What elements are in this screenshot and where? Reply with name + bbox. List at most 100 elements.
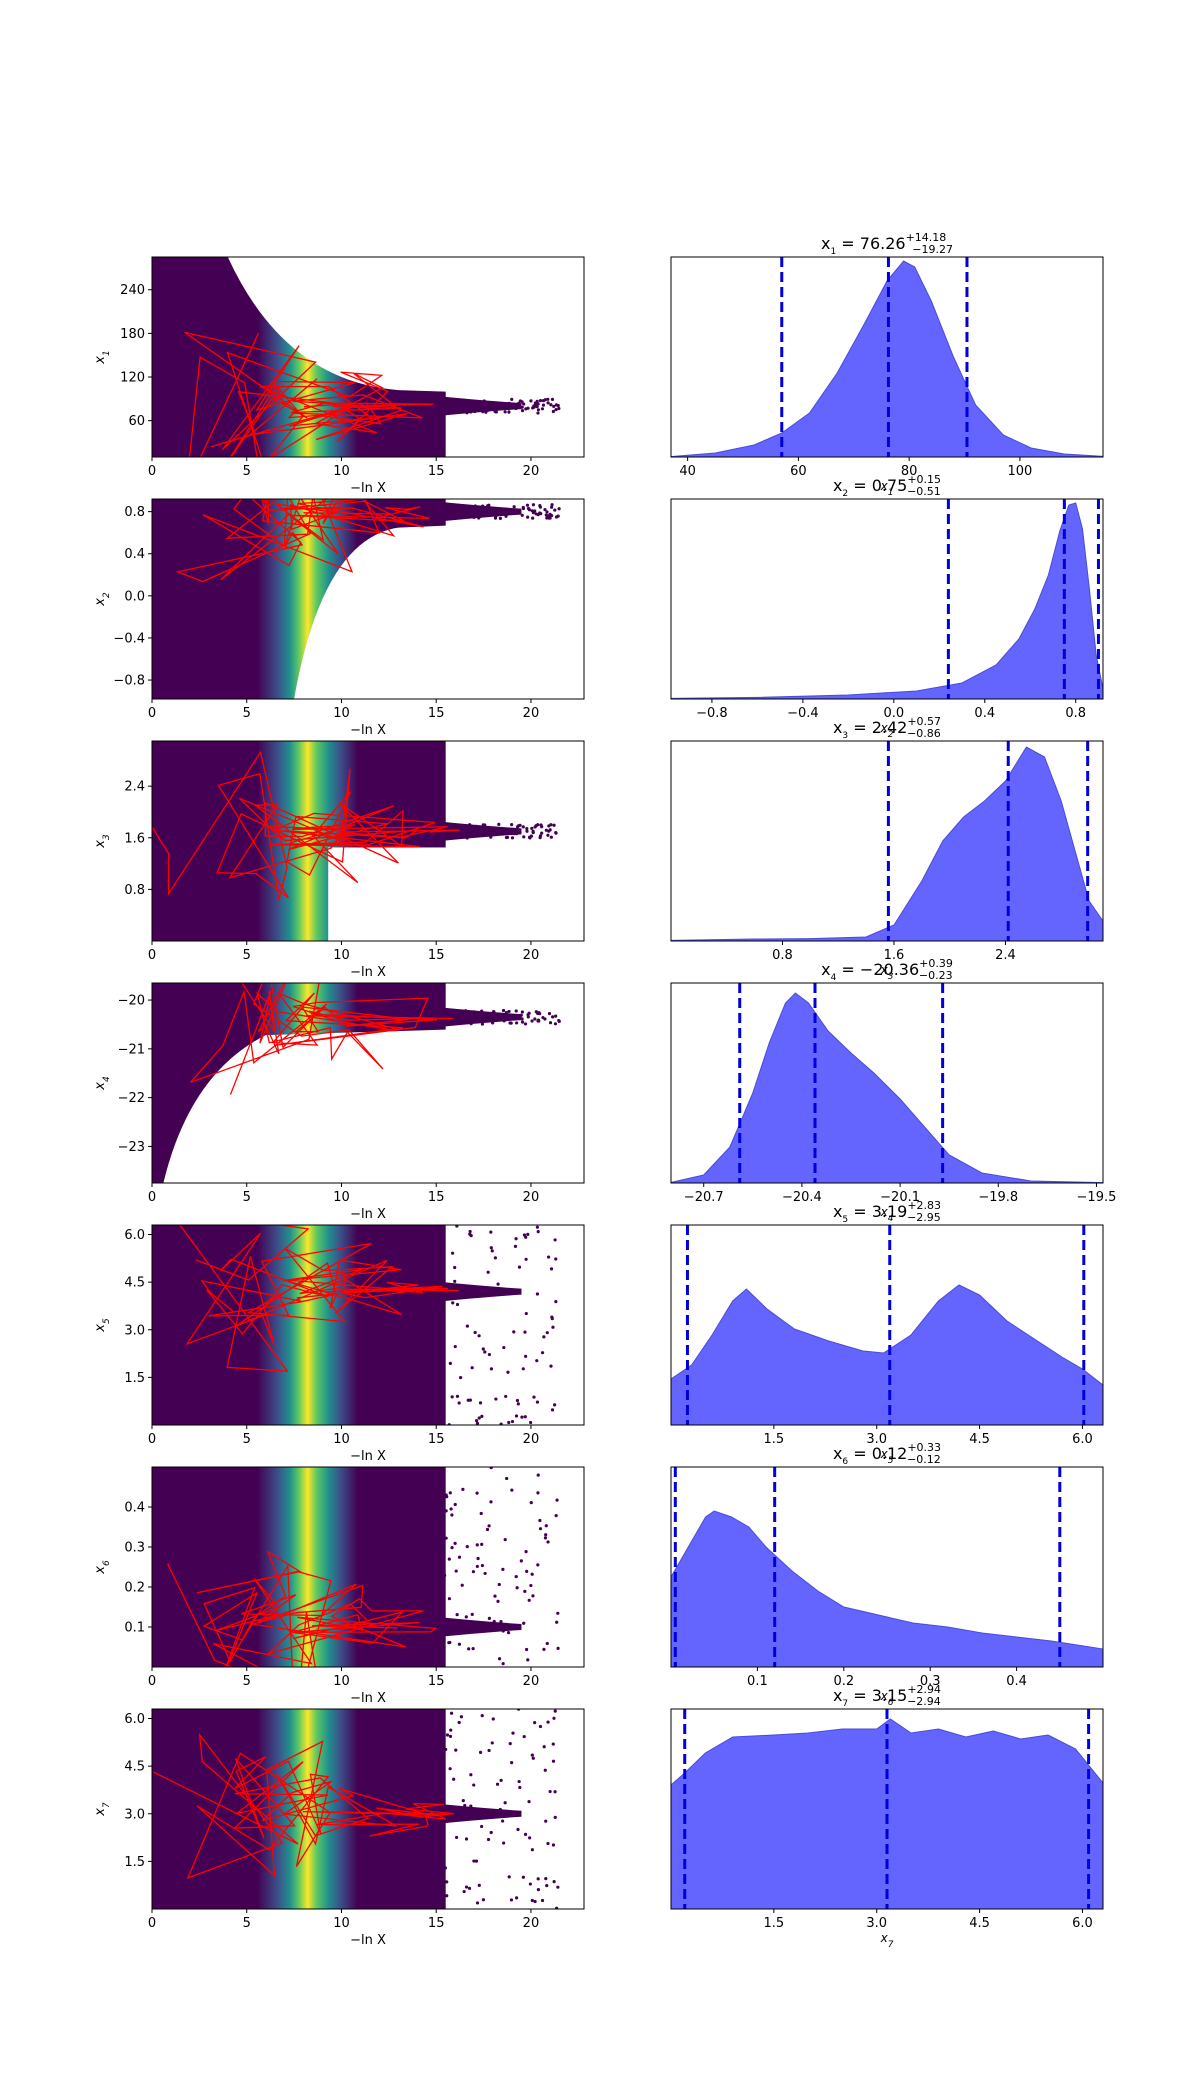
sample-point: [439, 1248, 443, 1252]
sample-point: [546, 397, 550, 401]
sample-point: [457, 1720, 461, 1725]
sample-point: [554, 1257, 558, 1261]
sample-point: [478, 1015, 482, 1019]
sample-point: [454, 1835, 459, 1840]
sample-point: [459, 513, 464, 517]
sample-point: [528, 1836, 532, 1840]
sample-point: [494, 1018, 498, 1022]
sample-point: [551, 409, 555, 414]
x-tick-label: 4.5: [969, 1916, 990, 1931]
sample-point: [455, 1225, 459, 1228]
sample-point: [536, 411, 540, 415]
sample-point: [445, 1894, 449, 1898]
x-tick-label: 5: [243, 1916, 251, 1931]
y-tick-label: 4.5: [124, 1276, 145, 1291]
x-tick-label: 100: [1008, 464, 1033, 479]
sample-point: [527, 1800, 531, 1804]
x-tick-label: 60: [790, 464, 807, 479]
sample-point: [473, 1330, 477, 1335]
y-tick-label: 6.0: [124, 1712, 145, 1727]
sample-point: [547, 824, 551, 828]
y-tick-label: −21: [118, 1042, 145, 1057]
sample-point: [461, 507, 465, 511]
sample-point: [530, 1019, 534, 1023]
sample-point: [501, 1629, 505, 1633]
sample-point: [453, 1541, 457, 1545]
sample-point: [526, 506, 531, 511]
y-tick-label: −20: [118, 994, 145, 1009]
sample-point: [443, 507, 447, 511]
sample-point: [439, 1628, 444, 1632]
sample-point: [493, 512, 497, 516]
sample-point: [493, 409, 497, 414]
sample-point: [499, 1619, 503, 1624]
sample-point: [507, 410, 511, 414]
sample-point: [535, 404, 539, 409]
sample-point: [464, 404, 468, 408]
sample-point: [454, 1748, 458, 1752]
sample-point: [516, 1402, 520, 1406]
sample-point: [515, 1398, 520, 1403]
chain-trace-line: [175, 499, 430, 583]
x-tick-label: 5: [243, 948, 251, 963]
sample-point: [530, 826, 534, 830]
sample-point: [529, 399, 533, 403]
sample-point: [553, 1790, 557, 1794]
sample-point: [524, 1235, 528, 1239]
sample-point: [552, 823, 556, 827]
sample-point: [472, 1783, 476, 1787]
sample-point: [459, 1715, 464, 1719]
sample-point: [493, 831, 497, 836]
sample-point: [516, 824, 521, 828]
x-tick-label: 1.6: [884, 948, 905, 963]
sample-point: [531, 516, 535, 520]
sample-point: [449, 1507, 453, 1511]
sample-point: [486, 504, 490, 508]
sample-point: [483, 1016, 487, 1020]
x-tick-label: 0: [148, 1674, 156, 1689]
sample-point: [451, 515, 455, 519]
x-tick-label: 40: [679, 464, 696, 479]
trace-panel-x6: 0 5 10 15 20 0.1 0.2 0.3 0.4 −ln X x6: [93, 1466, 585, 1706]
sample-point: [544, 1819, 548, 1823]
sample-point: [554, 1014, 558, 1018]
chain-trace-line: [179, 1225, 459, 1372]
x-tick-label: 5: [243, 706, 251, 721]
sample-point: [524, 1257, 528, 1261]
sample-point: [435, 407, 439, 411]
sample-point: [489, 1467, 493, 1470]
sample-point: [466, 1012, 470, 1017]
posterior-title: x5 = 3.19+2.83 −2.95: [833, 1199, 941, 1225]
trace-x-axis-label: −ln X: [350, 1933, 386, 1948]
sample-point: [526, 1658, 530, 1662]
sample-point: [481, 823, 485, 827]
x-tick-label: 5: [243, 1674, 251, 1689]
sample-point: [551, 1759, 556, 1763]
sample-point: [507, 829, 511, 833]
sample-point: [471, 1570, 475, 1574]
sample-point: [514, 1237, 518, 1241]
sample-point: [550, 1408, 555, 1412]
sample-point: [540, 831, 544, 835]
sample-point: [529, 1583, 533, 1588]
sample-point: [437, 1530, 442, 1534]
trace-plot-area: [152, 1225, 558, 1425]
sample-point: [510, 1419, 515, 1424]
sample-point: [550, 397, 555, 402]
sample-point: [543, 398, 547, 402]
sample-point: [549, 513, 554, 518]
converged-tail: [398, 1613, 522, 1641]
sample-point: [556, 1646, 560, 1650]
sample-point: [552, 404, 556, 408]
sample-point: [548, 516, 552, 520]
sample-point: [555, 1906, 559, 1909]
sample-point: [552, 1880, 556, 1884]
x-tick-label: 0.4: [1006, 1674, 1027, 1689]
sample-point: [487, 1352, 492, 1357]
sample-point: [480, 1414, 484, 1418]
sample-point: [477, 507, 481, 512]
x-tick-label: −0.4: [787, 706, 819, 721]
sample-point: [516, 1827, 520, 1832]
